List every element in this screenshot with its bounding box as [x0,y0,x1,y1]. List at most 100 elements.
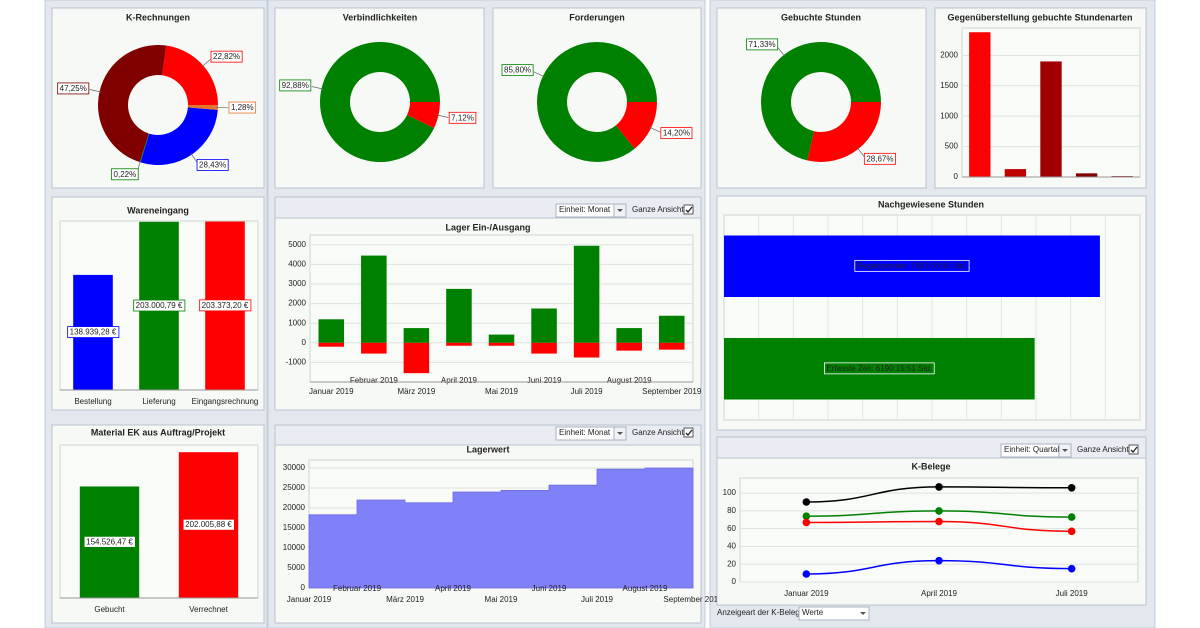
y-tick-label: 2000 [288,299,306,308]
bar [403,328,430,343]
dropdown-arrow [860,612,866,615]
data-label: 85,80% [504,66,531,75]
data-label: 202.005,88 € [185,520,232,529]
bar [531,308,557,343]
chart-title: Gegenüberstellung gebuchte Stundenarten [947,12,1132,22]
label-box [854,259,970,272]
chart-title: Verbindlichkeiten [343,12,418,22]
pie-slice [407,102,440,128]
y-tick-label: 0 [954,172,959,181]
full-view-checkbox[interactable] [683,427,694,438]
x-tick-label: August 2019 [607,376,652,385]
x-tick-label: Januar 2019 [287,595,332,604]
pie-slice [187,105,218,110]
data-label: 1,28% [231,103,254,112]
bar [616,342,642,351]
chart-title: Material EK aus Auftrag/Projekt [91,427,225,437]
leader-line [311,86,324,90]
bar [658,342,685,350]
marker [1067,483,1076,492]
chart-title: Gebuchte Stunden [781,12,861,22]
pie-slice [320,42,440,163]
label-box [210,50,243,63]
x-tick-label: April 2019 [441,376,478,385]
data-label: 0,22% [114,170,137,179]
label-box [111,168,139,181]
chart-title: Wareneingang [127,205,189,215]
full-view-label: Ganze Ansicht [632,205,684,214]
marker [935,517,943,526]
chart-title: Forderungen [569,12,625,22]
label-box [746,38,779,51]
bar [361,255,387,343]
leader-line [89,89,102,93]
pie-slice [761,42,881,161]
label-box [660,127,693,140]
bar [1040,61,1062,178]
x-tick-label: Januar 2019 [784,589,829,598]
x-tick-label: August 2019 [623,584,668,593]
full-view-checkbox[interactable] [1128,444,1139,455]
label-box [133,299,186,312]
y-tick-label: 25000 [283,483,306,492]
pie-slice [97,44,167,163]
marker [935,556,943,565]
x-tick-label: Mai 2019 [485,387,518,396]
x-tick-label: Januar 2019 [309,387,354,396]
bar [1075,173,1098,177]
leader-line [533,71,545,78]
data-label: 203.000,79 € [136,301,183,310]
bar [724,235,1100,297]
label-box [448,111,477,124]
x-tick-label: September 2019 [642,387,702,396]
x-tick-label: Lieferung [142,397,175,406]
pie-slice [537,41,657,162]
label-box [823,362,935,375]
marker [802,512,811,521]
data-label: Regelstunden: 7491:00:00 Std. [857,261,967,270]
x-tick-label: April 2019 [435,584,472,593]
leader-line [777,46,786,57]
pie-slice [140,107,218,165]
dropdown-arrow [617,209,623,212]
leader-line [856,147,865,158]
bar [724,338,1035,400]
x-tick-label: Eingangsrechnung [192,397,259,406]
display-value: Werte [802,608,824,617]
chart-title: Lager Ein-/Ausgang [445,222,530,232]
chart-title: K-Rechnungen [126,12,190,22]
unit-dropdown-label: Einheit: Quartal [1004,445,1059,454]
x-tick-label: Bestellung [74,397,111,406]
chart-title: Lagerwert [466,444,509,454]
x-tick-label: Februar 2019 [333,584,382,593]
dropdown-arrow [1062,449,1068,452]
data-label: 203.373,20 € [202,301,249,310]
unit-dropdown-label: Einheit: Monat [559,428,611,437]
bar [318,342,345,347]
y-tick-label: 4000 [288,260,306,269]
y-tick-label: 40 [727,542,736,551]
marker [1067,564,1076,573]
x-tick-label: Juni 2019 [532,584,567,593]
display-label: Anzeigeart der K-Belege [717,608,805,617]
bar [446,342,472,346]
marker [935,507,943,515]
y-tick-label: 0 [301,583,306,592]
y-tick-label: 1500 [940,81,958,90]
unit-dropdown-label: Einheit: Monat [559,205,611,214]
display-dropdown[interactable] [798,606,870,621]
leader-line [201,58,211,68]
bar [318,319,345,343]
bar [488,342,515,346]
y-tick-label: 0 [302,338,307,347]
leader-line [436,114,449,118]
y-tick-label: 60 [727,524,736,533]
bar [531,342,557,354]
check-mark [685,429,693,436]
bar [446,288,472,343]
data-label: 28,67% [866,154,893,163]
full-view-checkbox[interactable] [683,204,694,215]
label-box [228,101,257,114]
data-label: 138.939,28 € [70,328,117,337]
x-tick-label: Juli 2019 [1056,589,1089,598]
